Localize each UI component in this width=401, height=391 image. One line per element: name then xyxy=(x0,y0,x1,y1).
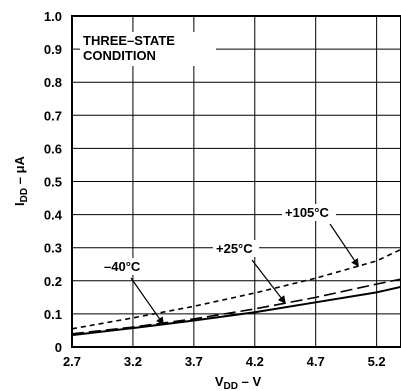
y-tick-label: 0.1 xyxy=(44,307,62,322)
y-tick-label: 0.9 xyxy=(44,42,62,57)
x-axis-label: VDD – V xyxy=(215,374,262,391)
x-tick-label: 3.2 xyxy=(124,354,142,369)
y-tick-label: 0.4 xyxy=(44,208,63,223)
series-label: +25°C xyxy=(216,241,253,256)
y-tick-label: 1.0 xyxy=(44,9,62,24)
y-axis-label-suffix: – μA xyxy=(12,155,27,187)
y-tick-label: 0.2 xyxy=(44,274,62,289)
series-label-bg xyxy=(282,204,336,221)
curves xyxy=(71,248,401,337)
series-label: +105°C xyxy=(285,205,329,220)
ticks: 2.7 3.2 3.7 4.2 4.7 5.2 0 0.1 0.2 0.3 0.4 0.5 0.6 0.7… xyxy=(44,9,386,369)
y-tick-label: 0.6 xyxy=(44,141,62,156)
y-tick-label: 0 xyxy=(55,340,62,355)
series-label-arrow xyxy=(130,277,164,326)
x-axis-label-main: V xyxy=(215,374,224,389)
x-tick-label: 5.2 xyxy=(368,354,386,369)
series-label-arrow xyxy=(251,259,286,304)
plot-frame xyxy=(71,15,401,348)
annotation-line-2: CONDITION xyxy=(83,48,156,63)
series-line-2 xyxy=(71,285,401,337)
annotation-line-1: THREE–STATE xyxy=(83,33,175,48)
x-tick-label: 4.2 xyxy=(246,354,264,369)
y-tick-label: 0.5 xyxy=(44,175,62,190)
x-tick-label: 2.7 xyxy=(63,354,81,369)
y-axis-label: IDD – μA xyxy=(12,155,30,205)
series-label-arrow xyxy=(329,223,359,267)
y-axis-label-sub: DD xyxy=(19,188,30,202)
series-line-1 xyxy=(71,278,401,335)
x-tick-label: 3.7 xyxy=(185,354,203,369)
y-tick-label: 0.8 xyxy=(44,75,62,90)
y-tick-label: 0.3 xyxy=(44,241,62,256)
x-axis-label-sub: DD xyxy=(224,381,238,391)
y-axis-label-main: I xyxy=(12,202,27,206)
series-label: –40°C xyxy=(104,259,141,274)
series-label-bg xyxy=(101,258,147,275)
series-labels: +105°C +25°C –40°C xyxy=(101,204,359,326)
y-tick-label: 0.7 xyxy=(44,108,62,123)
series-label-bg xyxy=(213,240,259,257)
x-tick-label: 4.7 xyxy=(307,354,325,369)
annotation-background xyxy=(80,32,216,66)
x-axis-label-suffix: – V xyxy=(238,374,261,389)
